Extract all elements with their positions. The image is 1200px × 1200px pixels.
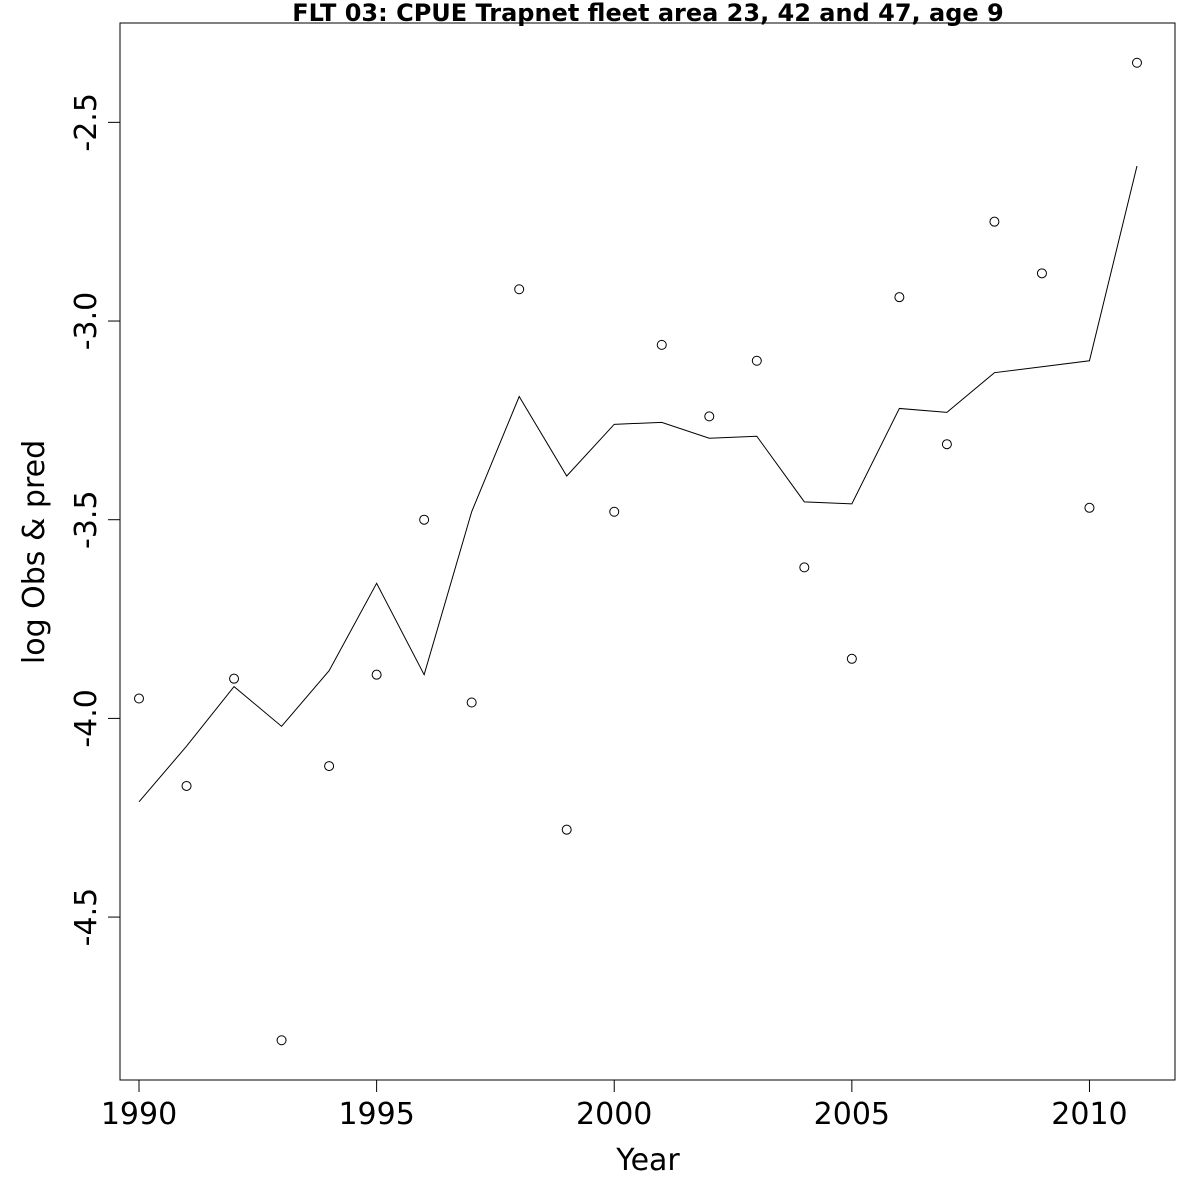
observed-point [134, 693, 145, 704]
x-tick-label: 1995 [338, 1097, 414, 1132]
x-tick-label: 2005 [814, 1097, 890, 1132]
observed-point [1131, 57, 1142, 68]
observed-point [514, 284, 525, 295]
x-tick-label: 2010 [1051, 1097, 1127, 1132]
observed-point [894, 292, 905, 303]
series-layer [134, 57, 1142, 1046]
observed-point [1084, 502, 1095, 513]
x-axis-label: Year [615, 1143, 680, 1178]
observed-point [989, 216, 1000, 227]
y-tick-label: -4.5 [69, 888, 104, 947]
y-tick-label: -3.5 [69, 490, 104, 549]
observed-point [656, 339, 667, 350]
y-axis: -4.5 -4.0 -3.5 -3.0 -2.5 [69, 93, 121, 947]
observed-point [704, 411, 715, 422]
observed-point [419, 514, 430, 525]
y-tick-label: -3.0 [69, 292, 104, 351]
observed-point [1036, 268, 1047, 279]
observed-point [561, 824, 572, 835]
observed-point [751, 355, 762, 366]
observed-point [941, 439, 952, 450]
observed-point [609, 506, 620, 517]
observed-point [181, 780, 192, 791]
observed-point [324, 761, 335, 772]
observed-point [846, 653, 857, 664]
observed-point [276, 1035, 287, 1046]
y-axis-label: log Obs & pred [17, 440, 52, 664]
x-axis: 1990 1995 2000 2005 2010 [101, 1079, 1128, 1132]
observed-point [799, 562, 810, 573]
observed-point [229, 673, 240, 684]
x-tick-label: 2000 [576, 1097, 652, 1132]
observed-point [371, 669, 382, 680]
observed-point [466, 697, 477, 708]
x-tick-label: 1990 [101, 1097, 177, 1132]
y-tick-label: -4.0 [69, 689, 104, 748]
y-tick-label: -2.5 [69, 93, 104, 152]
predicted-line [138, 165, 1138, 803]
plot-frame [119, 22, 1176, 1081]
